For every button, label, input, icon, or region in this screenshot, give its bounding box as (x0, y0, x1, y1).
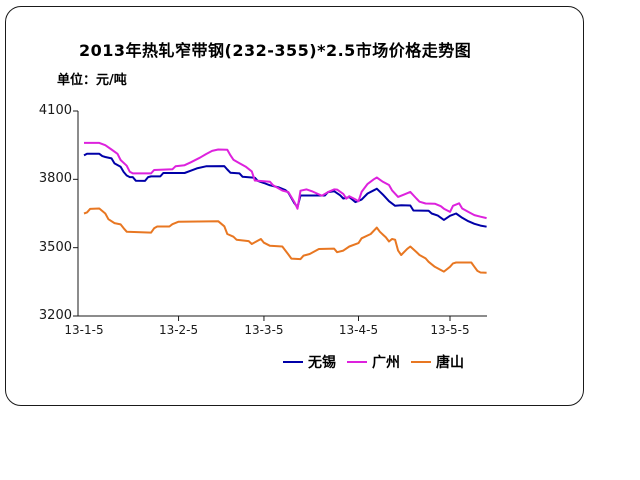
legend-item-wuxi: 无锡 (283, 352, 336, 372)
y-axis-tick-label: 4100 (38, 103, 72, 118)
unit-label: 单位：元/吨 (57, 73, 127, 88)
legend-line-swatch-tangshan (411, 361, 431, 363)
x-axis-tick-label: 13-2-5 (158, 323, 199, 337)
legend-label-tangshan: 唐山 (436, 355, 464, 371)
chart-title: 2013年热轧窄带钢(232-355)*2.5市场价格走势图 (79, 41, 472, 60)
legend-label-guangzhou: 广州 (372, 355, 400, 371)
chart-legend: 无锡 广州 唐山 (283, 352, 464, 372)
legend-item-tangshan: 唐山 (411, 352, 464, 372)
chart-frame (5, 6, 584, 406)
y-axis-tick-label: 3500 (38, 239, 72, 255)
x-axis-tick-label: 13-4-5 (338, 323, 379, 337)
legend-label-wuxi: 无锡 (308, 355, 336, 371)
y-axis-tick-label: 3800 (38, 171, 72, 187)
legend-item-guangzhou: 广州 (347, 352, 400, 372)
x-axis-tick-label: 13-5-5 (430, 323, 470, 337)
legend-line-swatch-wuxi (283, 361, 303, 363)
x-axis-tick-label: 13-1-5 (64, 323, 104, 337)
chart-line-guangzhou (84, 141, 487, 220)
chart-line-tangshan (83, 207, 487, 274)
legend-line-swatch-guangzhou (347, 361, 367, 363)
x-axis-tick-label: 13-3-5 (244, 323, 284, 337)
chart-line-wuxi (83, 152, 487, 228)
y-axis-tick-label: 3200 (38, 308, 72, 323)
